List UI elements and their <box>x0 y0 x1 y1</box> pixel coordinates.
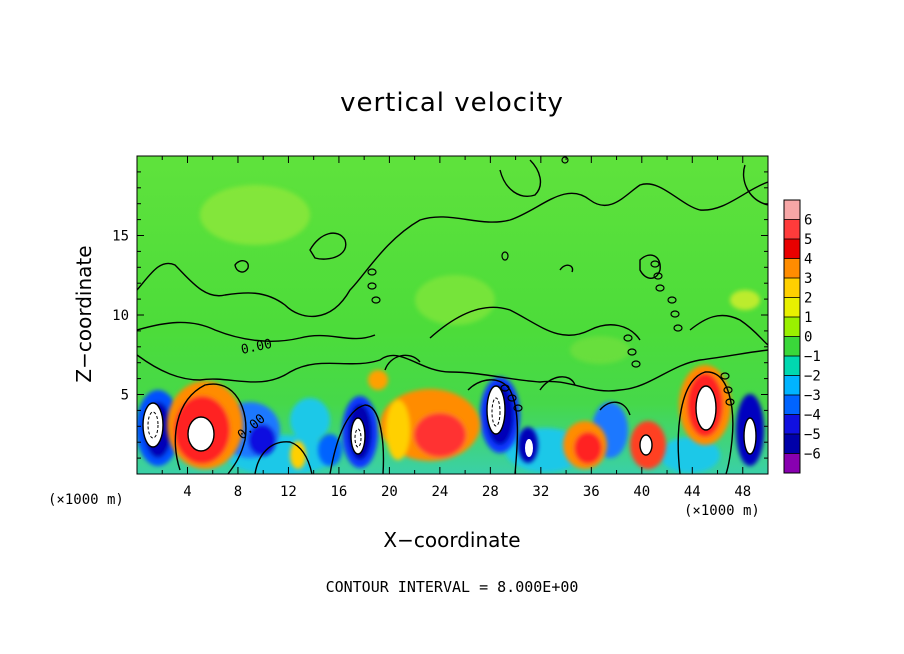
x-tick-label: 40 <box>633 484 650 500</box>
colorbar-label: −2 <box>804 369 821 385</box>
x-tick-label: 24 <box>431 484 448 500</box>
velocity-field: 0.00 0.00 <box>137 156 768 474</box>
colorbar-label: 0 <box>804 330 812 346</box>
x-tick-label: 12 <box>280 484 297 500</box>
colorbar-swatch <box>784 356 800 376</box>
colorbar-label: 5 <box>804 232 812 248</box>
x-unit-label-right: (×1000 m) <box>684 503 760 519</box>
y-tick-label: 10 <box>112 308 129 324</box>
colorbar-swatch <box>784 434 800 454</box>
colorbar-swatch <box>784 317 800 337</box>
x-tick-label: 16 <box>330 484 347 500</box>
x-tick-label: 32 <box>532 484 549 500</box>
colorbar-swatch <box>784 278 800 298</box>
colorbar-swatch <box>784 219 800 239</box>
x-tick-label: 48 <box>734 484 751 500</box>
colorbar-label: −1 <box>804 349 821 365</box>
colorbar-swatch <box>784 200 800 220</box>
x-axis: 4 8 12 16 20 24 28 32 36 40 44 48 <box>161 156 751 500</box>
colorbar-swatch <box>784 336 800 356</box>
colorbar-swatch <box>784 239 800 259</box>
colorbar-label: 3 <box>804 271 812 287</box>
colorbar-swatch <box>784 375 800 395</box>
colorbar-swatch <box>784 414 800 434</box>
x-axis-label: X−coordinate <box>383 528 521 552</box>
colorbar-label: −5 <box>804 427 821 443</box>
contour-lines <box>137 159 768 474</box>
colorbar: 6 5 4 3 2 1 0 −1 −2 −3 −4 −5 −6 <box>783 199 821 474</box>
y-axis-label: Z−coordinate <box>72 245 96 383</box>
y-axis: 5 10 15 <box>112 171 768 459</box>
colorbar-label: 6 <box>804 213 812 229</box>
x-tick-label: 36 <box>583 484 600 500</box>
colorbar-label: 4 <box>804 252 812 268</box>
contour-label: 0.00 <box>240 337 274 358</box>
x-unit-label-left: (×1000 m) <box>48 492 124 508</box>
colorbar-label: 2 <box>804 291 812 307</box>
colorbar-label: −6 <box>804 447 821 463</box>
colorbar-swatch <box>784 395 800 415</box>
y-tick-label: 15 <box>112 229 129 245</box>
x-tick-label: 4 <box>183 484 191 500</box>
x-tick-label: 28 <box>482 484 499 500</box>
colorbar-label: −4 <box>804 408 821 424</box>
y-tick-label: 5 <box>121 388 129 404</box>
colorbar-label: 1 <box>804 310 812 326</box>
chart-title: vertical velocity <box>340 88 564 118</box>
contour-interval-note: CONTOUR INTERVAL = 8.000E+00 <box>325 578 579 596</box>
x-tick-label: 20 <box>381 484 398 500</box>
x-tick-label: 44 <box>684 484 701 500</box>
colorbar-swatch <box>784 258 800 278</box>
colorbar-label: −3 <box>804 388 821 404</box>
colorbar-swatch <box>784 453 800 473</box>
x-tick-label: 8 <box>234 484 242 500</box>
colorbar-swatch <box>784 297 800 317</box>
